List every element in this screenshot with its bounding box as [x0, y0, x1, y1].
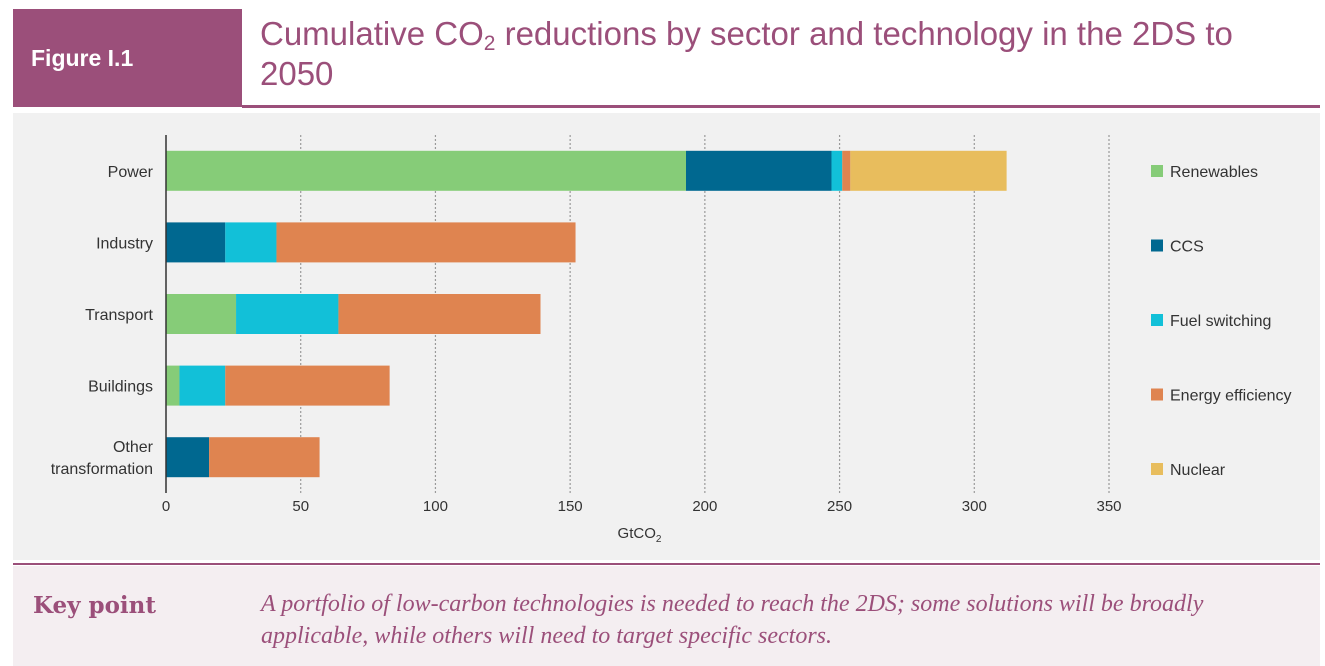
title-part1: Cumulative CO: [260, 15, 484, 52]
bar-other-transformation-ccs: [166, 437, 210, 478]
legend-label: Renewables: [1170, 164, 1258, 181]
category-label: Industry: [96, 235, 153, 252]
x-axis-title: GtCO2: [618, 525, 662, 545]
bar-industry-energy-efficiency: [276, 222, 576, 263]
figure-label-text: Figure I.1: [31, 44, 134, 71]
bar-buildings-energy-efficiency: [225, 365, 390, 406]
bar-other-transformation-energy-efficiency: [209, 437, 320, 478]
bar-transport-fuel-switching: [236, 294, 339, 334]
x-tick-label: 0: [162, 498, 170, 515]
title-part2: reductions by sector and technology in t…: [260, 15, 1233, 92]
legend-label: Energy efficiency: [1170, 388, 1292, 405]
bar-power-ccs: [685, 150, 832, 191]
bar-industry-fuel-switching: [225, 222, 277, 263]
key-point-box: Key point A portfolio of low-carbon tech…: [13, 566, 1320, 666]
bar-buildings-fuel-switching: [179, 365, 226, 406]
legend-swatch-nuclear: [1151, 463, 1163, 475]
category-label: Power: [108, 164, 154, 181]
header-divider: [242, 105, 1320, 108]
legend-swatch-energy-efficiency: [1151, 388, 1163, 401]
bar-transport-energy-efficiency: [338, 294, 541, 334]
x-tick-label: 200: [692, 498, 717, 515]
figure-label: Figure I.1: [13, 9, 242, 107]
legend-label: Nuclear: [1170, 462, 1226, 479]
bar-buildings-renewables: [166, 365, 180, 406]
figure-header: Figure I.1 Cumulative CO2 reductions by …: [0, 0, 1325, 110]
bar-power-renewables: [166, 150, 686, 191]
x-tick-label: 300: [962, 498, 987, 515]
legend-label: CCS: [1170, 239, 1204, 256]
x-tick-label: 250: [827, 498, 852, 515]
x-tick-label: 50: [292, 498, 309, 515]
stacked-bar-chart: Power Industry Transport Buildings Other tran…: [51, 135, 1292, 545]
category-label: Transport: [85, 307, 153, 324]
key-point-text: A portfolio of low-carbon technologies i…: [261, 591, 1204, 649]
legend-swatch-ccs: [1151, 239, 1163, 252]
legend-label: Fuel switching: [1170, 313, 1271, 330]
legend-swatch-fuel-switching: [1151, 314, 1163, 326]
bar-transport-renewables: [166, 294, 237, 334]
key-point-label: Key point: [33, 592, 156, 619]
category-label: Buildings: [88, 379, 153, 396]
x-tick-label: 150: [558, 498, 583, 515]
x-tick-label: 350: [1096, 498, 1121, 515]
legend-swatch-renewables: [1151, 165, 1163, 177]
bar-industry-ccs: [166, 222, 226, 263]
keypoint-divider: [13, 563, 1320, 565]
bar-power-fuel-switching: [831, 150, 843, 191]
bar-power-nuclear: [850, 150, 1007, 191]
chart-panel: Power Industry Transport Buildings Other tran…: [13, 113, 1320, 560]
figure-title: Cumulative CO2 reductions by sector and …: [260, 14, 1300, 94]
x-tick-label: 100: [423, 498, 448, 515]
category-label: Other transformation: [51, 439, 154, 478]
title-subscript: 2: [483, 32, 496, 55]
bar-power-energy-efficiency: [842, 150, 851, 191]
